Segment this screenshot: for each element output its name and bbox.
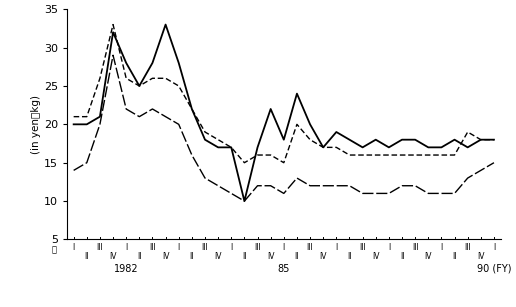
Text: I: I xyxy=(178,243,180,252)
Text: I: I xyxy=(388,243,390,252)
Text: IV: IV xyxy=(162,252,169,261)
Text: II: II xyxy=(242,252,247,261)
Text: IV: IV xyxy=(214,252,222,261)
Text: IV: IV xyxy=(319,252,327,261)
Text: III: III xyxy=(307,243,313,252)
Text: I: I xyxy=(440,243,443,252)
Text: 90 (FY): 90 (FY) xyxy=(477,264,511,274)
Text: I: I xyxy=(335,243,337,252)
Text: IV: IV xyxy=(372,252,379,261)
Text: III: III xyxy=(254,243,261,252)
Text: III: III xyxy=(202,243,208,252)
Text: III: III xyxy=(149,243,156,252)
Text: III: III xyxy=(359,243,366,252)
Text: IV: IV xyxy=(109,252,117,261)
Text: IV: IV xyxy=(425,252,432,261)
Text: IV: IV xyxy=(477,252,485,261)
Text: II: II xyxy=(137,252,141,261)
Text: IV: IV xyxy=(267,252,275,261)
Text: 85: 85 xyxy=(278,264,290,274)
Text: 1982: 1982 xyxy=(114,264,138,274)
Text: I: I xyxy=(230,243,232,252)
Text: II: II xyxy=(189,252,194,261)
Text: II: II xyxy=(295,252,299,261)
Text: I: I xyxy=(493,243,495,252)
Text: 期: 期 xyxy=(52,245,56,254)
Text: II: II xyxy=(453,252,457,261)
Text: III: III xyxy=(412,243,418,252)
Y-axis label: (in yen／kg): (in yen／kg) xyxy=(31,95,41,154)
Text: III: III xyxy=(464,243,471,252)
Text: I: I xyxy=(125,243,127,252)
Text: II: II xyxy=(400,252,404,261)
Text: I: I xyxy=(73,243,75,252)
Text: III: III xyxy=(96,243,103,252)
Text: II: II xyxy=(85,252,89,261)
Text: I: I xyxy=(283,243,285,252)
Text: II: II xyxy=(347,252,352,261)
